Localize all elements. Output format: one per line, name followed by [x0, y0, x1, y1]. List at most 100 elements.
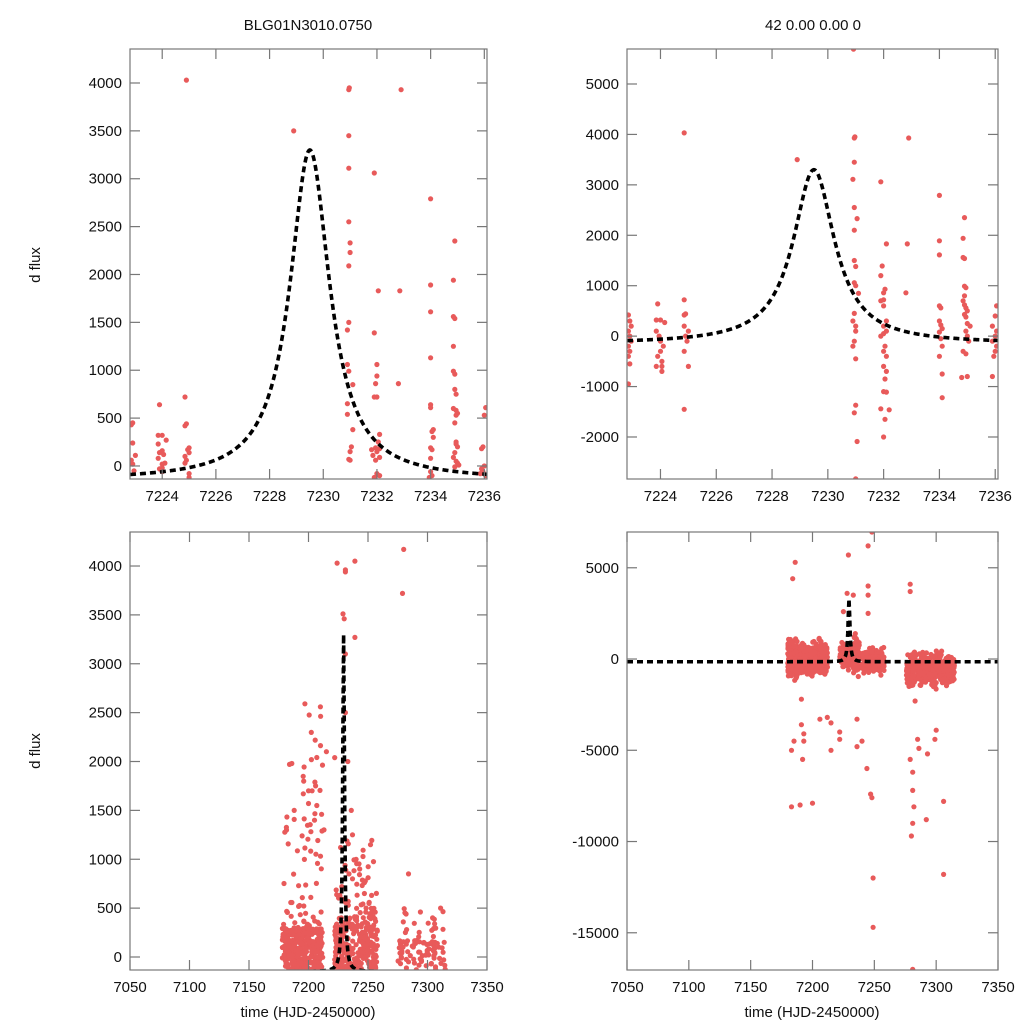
data-point — [989, 373, 996, 380]
data-point — [349, 921, 355, 928]
data-point — [428, 355, 434, 361]
data-point — [936, 318, 943, 324]
data-point — [346, 133, 352, 139]
data-point — [186, 471, 192, 477]
data-point — [371, 330, 377, 336]
data-point — [344, 900, 350, 906]
data-point — [869, 795, 875, 801]
data-point — [159, 432, 165, 438]
data-point — [356, 861, 362, 867]
data-point — [960, 235, 966, 241]
data-point — [809, 800, 816, 806]
data-point — [360, 915, 366, 921]
data-point — [334, 921, 340, 927]
data-point — [800, 756, 806, 763]
data-point — [992, 348, 998, 354]
data-point — [788, 747, 795, 753]
data-point — [941, 871, 947, 878]
data-point — [374, 927, 380, 933]
y-tick-label: 0 — [611, 328, 619, 345]
data-point — [937, 673, 943, 679]
x-tick-label: 7200 — [292, 979, 325, 996]
data-point — [130, 440, 136, 446]
data-point — [345, 758, 351, 765]
data-point — [283, 963, 289, 969]
data-point — [685, 363, 692, 369]
data-point — [794, 157, 800, 163]
x-axis-label-bottom-right: time (HJD-2450000) — [744, 1004, 879, 1021]
data-point — [155, 432, 161, 438]
x-tick-label: 7050 — [610, 979, 643, 996]
data-point — [839, 639, 845, 646]
data-point — [295, 947, 301, 953]
data-point — [360, 955, 366, 962]
data-point — [313, 851, 319, 857]
data-point — [303, 910, 309, 916]
data-point — [989, 323, 996, 329]
x-tick-label: 7230 — [811, 488, 844, 505]
data-point — [859, 738, 865, 744]
data-point — [350, 382, 356, 388]
data-point — [817, 638, 824, 644]
data-point — [991, 353, 997, 359]
data-point — [437, 955, 443, 962]
data-point — [373, 457, 379, 463]
data-point — [346, 165, 352, 171]
data-point — [961, 215, 968, 221]
data-point — [399, 590, 406, 597]
data-point — [943, 678, 949, 684]
x-tick-label: 7236 — [468, 488, 501, 505]
y-tick-label: 1500 — [89, 802, 122, 819]
data-point — [910, 787, 916, 794]
data-point — [281, 880, 287, 887]
data-point — [797, 802, 803, 808]
data-point — [377, 473, 383, 479]
data-point — [317, 787, 323, 794]
data-point — [837, 645, 843, 651]
data-point — [881, 323, 887, 329]
data-point — [883, 318, 890, 324]
data-point — [851, 410, 857, 416]
data-point — [851, 635, 857, 641]
panel-top-right: 7224 7226 7228 7230 7232 7234 7236 -2000 -1000 0 1… — [581, 48, 1012, 505]
x-tick-label: 7224 — [644, 488, 677, 505]
data-point — [361, 880, 367, 886]
data-point — [798, 696, 805, 702]
data-point — [284, 814, 290, 820]
data-point — [314, 802, 320, 809]
data-point — [371, 957, 377, 963]
y-axis-label-bottom: d flux — [27, 733, 44, 769]
data-point — [659, 368, 665, 374]
data-point — [429, 927, 435, 933]
data-point — [365, 937, 371, 944]
data-point — [879, 263, 885, 269]
y-tick-label: 2500 — [89, 219, 122, 236]
data-point — [350, 427, 356, 433]
data-point — [432, 939, 438, 945]
data-point — [304, 935, 310, 941]
data-point — [361, 890, 367, 897]
data-point — [659, 363, 665, 369]
data-point — [930, 654, 936, 660]
data-point — [428, 405, 434, 411]
data-point — [803, 653, 809, 659]
data-point — [429, 428, 435, 435]
data-point — [291, 128, 297, 134]
data-point — [851, 159, 857, 165]
data-point — [283, 824, 289, 831]
data-point — [853, 328, 859, 334]
data-point — [313, 926, 320, 932]
data-point — [332, 755, 338, 761]
data-point — [296, 932, 302, 938]
data-point — [791, 643, 797, 649]
data-point — [309, 788, 315, 794]
data-point — [798, 722, 805, 728]
data-point — [811, 649, 818, 655]
data-point — [915, 736, 921, 742]
data-point — [308, 729, 314, 736]
data-point — [430, 915, 436, 921]
data-point — [346, 85, 352, 91]
data-point — [303, 882, 309, 888]
data-point — [182, 460, 188, 466]
x-tick-label: 7100 — [672, 979, 705, 996]
